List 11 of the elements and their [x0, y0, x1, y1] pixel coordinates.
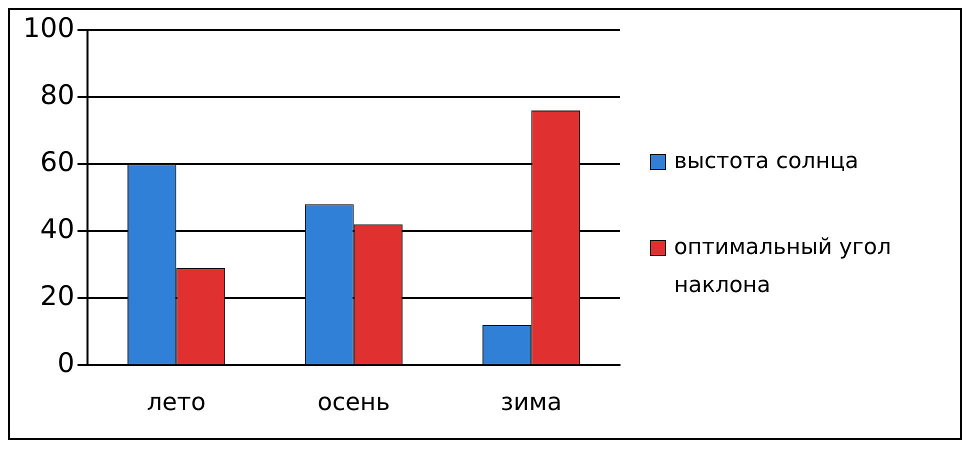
- legend-label: выстота солнца: [674, 148, 858, 176]
- y-tick-label: 20: [40, 281, 75, 312]
- y-tick-label: 0: [57, 348, 75, 380]
- y-tick-label: 60: [40, 147, 75, 178]
- y-tick-label: 40: [40, 214, 75, 246]
- y-tick-label: 100: [22, 13, 75, 44]
- legend-label: оптимальный угол наклона: [674, 234, 892, 300]
- x-tick-label: зима: [500, 388, 562, 416]
- x-tick-label: лето: [146, 388, 206, 416]
- x-tick-label: осень: [318, 388, 390, 416]
- y-tick-label: 80: [40, 80, 75, 112]
